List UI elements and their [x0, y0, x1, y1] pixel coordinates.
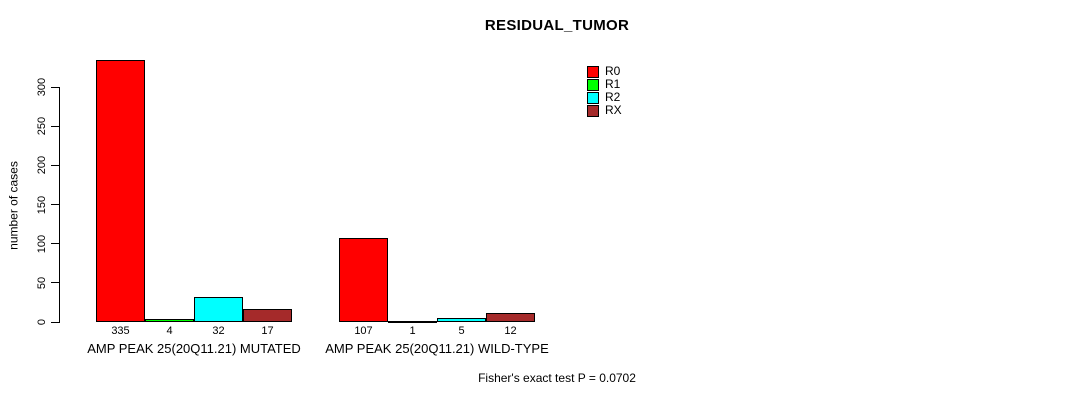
y-tick-mark: [51, 282, 59, 284]
category-label-1: AMP PEAK 25(20Q11.21) WILD-TYPE: [325, 341, 549, 356]
bar-value-r0-group0: 335: [111, 325, 130, 337]
fisher-test-annotation: Fisher's exact test P = 0.0702: [478, 371, 636, 385]
chart-title: RESIDUAL_TUMOR: [484, 17, 630, 34]
y-axis-label: number of cases: [6, 161, 21, 250]
legend-swatch-r0: [587, 65, 599, 78]
legend-item-rx: RX: [587, 104, 622, 117]
legend-swatch-r1: [587, 78, 599, 91]
y-tick-mark: [51, 204, 59, 205]
bar-value-r0-group1: 107: [354, 325, 373, 337]
legend-label-r2: R2: [605, 90, 621, 104]
bar-value-r1-group0: 4: [166, 325, 173, 337]
y-tick-label: 200: [36, 156, 48, 175]
bar-r2-group1: [437, 318, 486, 322]
y-axis-line: [59, 87, 60, 323]
bar-r2-group0: [194, 297, 243, 322]
legend-item-r1: R1: [587, 78, 622, 91]
legend: R0 R1 R2 RX: [587, 65, 622, 117]
y-tick-label: 300: [36, 77, 48, 97]
y-tick-mark: [51, 164, 59, 166]
legend-label-r1: R1: [605, 77, 621, 91]
bar-r0-group1: [339, 238, 388, 322]
bar-r1-group0: [145, 319, 194, 322]
bar-r0-group0: [96, 60, 145, 322]
y-tick-label: 100: [36, 234, 48, 253]
y-tick-label: 150: [36, 195, 48, 214]
bar-value-r2-group1: 5: [458, 325, 465, 337]
category-label-0: AMP PEAK 25(20Q11.21) MUTATED: [87, 341, 301, 356]
bar-value-rx-group1: 12: [504, 325, 517, 337]
legend-swatch-rx: [587, 104, 599, 117]
bar-value-r2-group0: 32: [212, 325, 225, 337]
legend-swatch-r2: [587, 91, 599, 104]
y-tick-mark: [51, 125, 59, 127]
y-tick-label: 250: [36, 116, 48, 136]
legend-label-rx: RX: [605, 103, 622, 117]
y-tick-label: 0: [36, 318, 48, 326]
y-tick-mark: [51, 86, 59, 88]
bar-value-r1-group1: 1: [409, 325, 416, 337]
bar-rx-group1: [486, 313, 535, 322]
bar-rx-group0: [243, 309, 292, 322]
legend-item-r2: R2: [587, 91, 622, 104]
bar-r1-group1: [388, 321, 437, 323]
legend-item-r0: R0: [587, 65, 622, 78]
y-tick-mark: [51, 321, 59, 323]
y-tick-label: 50: [36, 276, 48, 289]
legend-label-r0: R0: [605, 64, 621, 78]
y-tick-mark: [51, 243, 59, 245]
bar-value-rx-group0: 17: [261, 325, 274, 337]
